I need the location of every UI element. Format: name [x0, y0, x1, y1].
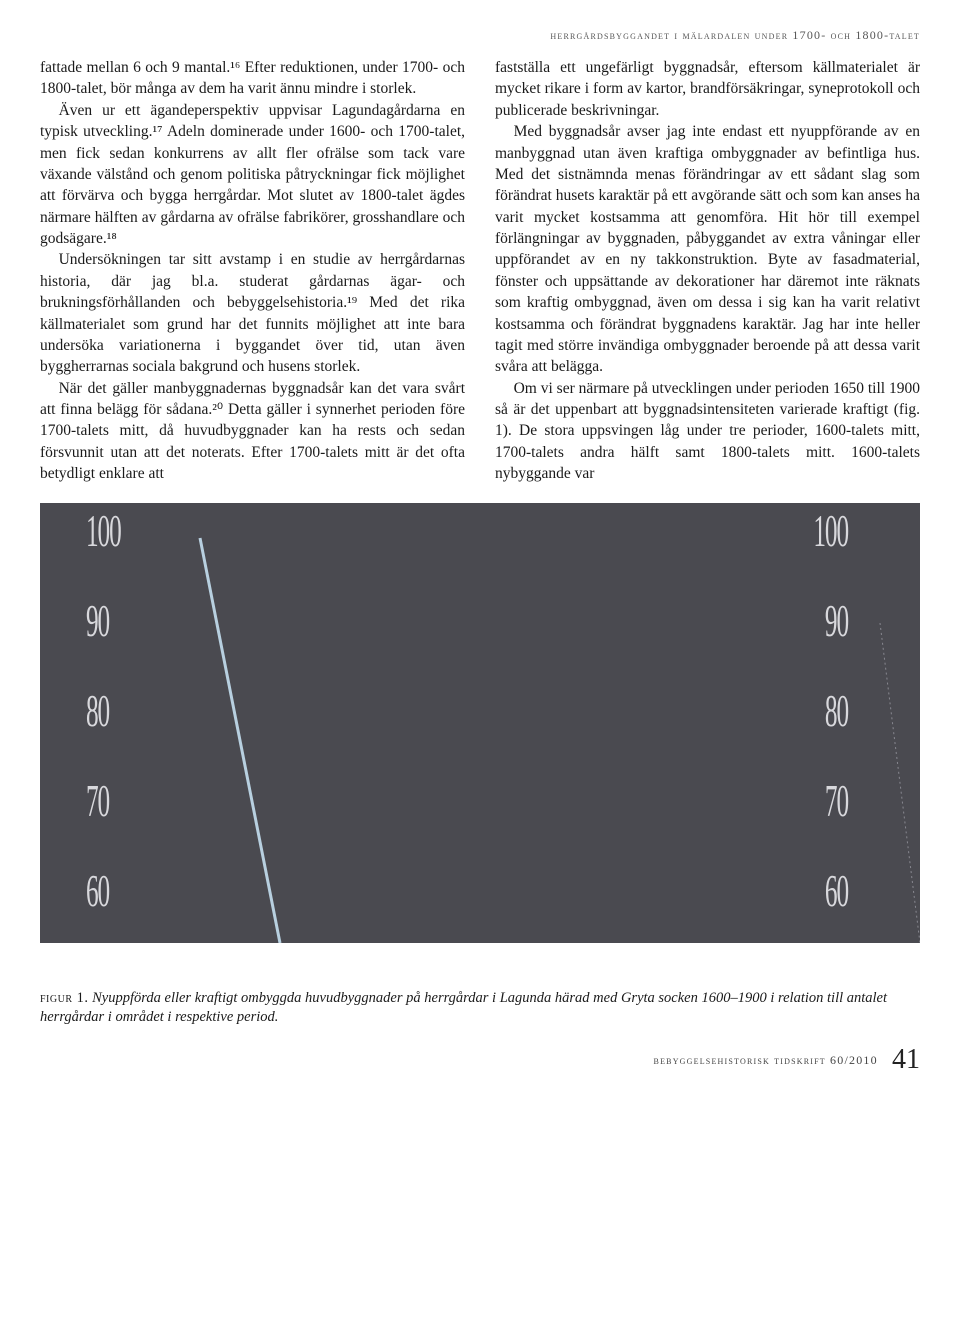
para: Även ur ett ägandeperspektiv uppvisar La…	[40, 100, 465, 250]
figure-caption: figur 1. Nyuppförda eller kraftigt ombyg…	[40, 989, 920, 1028]
figure-1: 1009080706010090807060 figur 1. Nyuppför…	[40, 503, 920, 1028]
chart-line	[40, 503, 920, 943]
page-footer: bebyggelsehistorisk tidskrift 60/2010 41	[40, 1044, 920, 1076]
para: När det gäller manbyggnadernas byggnadså…	[40, 378, 465, 485]
running-head: herrgårdsbyggandet i mälardalen under 17…	[40, 28, 920, 43]
left-column: fattade mellan 6 och 9 mantal.¹⁶ Efter r…	[40, 57, 465, 485]
para: Undersökningen tar sitt avstamp i en stu…	[40, 249, 465, 377]
figure-chart: 1009080706010090807060	[40, 503, 920, 943]
para: fattade mellan 6 och 9 mantal.¹⁶ Efter r…	[40, 57, 465, 100]
page-number: 41	[892, 1044, 920, 1075]
journal-title: bebyggelsehistorisk tidskrift 60/2010	[654, 1053, 878, 1067]
right-column: fastställa ett ungefärligt byggnadsår, e…	[495, 57, 920, 485]
para: Om vi ser närmare på utvecklingen under …	[495, 378, 920, 485]
figure-caption-text: Nyuppförda eller kraftigt ombyggda huvud…	[40, 990, 887, 1026]
text-columns: fattade mellan 6 och 9 mantal.¹⁶ Efter r…	[40, 57, 920, 485]
para: fastställa ett ungefärligt byggnadsår, e…	[495, 57, 920, 121]
para: Med byggnadsår avser jag inte endast ett…	[495, 121, 920, 378]
figure-caption-label: figur 1.	[40, 990, 89, 1006]
